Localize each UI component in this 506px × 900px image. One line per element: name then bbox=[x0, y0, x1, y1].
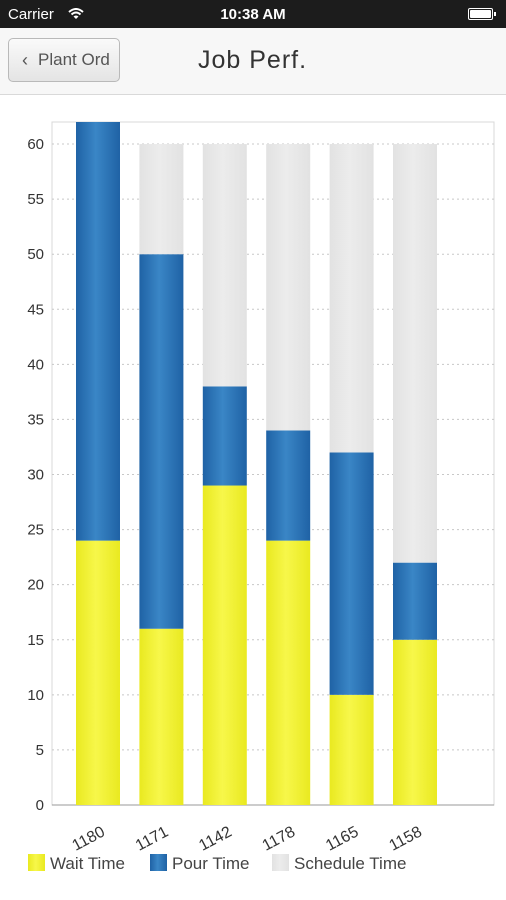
legend-swatch-wait-time bbox=[28, 854, 45, 871]
bar-pour-time-1165 bbox=[329, 452, 374, 695]
legend-label: Pour Time bbox=[172, 854, 249, 873]
x-tick-label: 1178 bbox=[260, 823, 298, 854]
x-tick-label: 1142 bbox=[196, 823, 234, 854]
bar-wait-time-1165 bbox=[329, 694, 374, 805]
x-tick-label: 1165 bbox=[323, 823, 361, 854]
bar-schedule-time-1171 bbox=[139, 144, 184, 255]
chevron-left-icon: ‹ bbox=[22, 50, 28, 70]
y-tick-label: 30 bbox=[27, 467, 44, 484]
bar-schedule-time-1165 bbox=[329, 144, 374, 453]
bar-wait-time-1142 bbox=[202, 485, 247, 805]
bar-wait-time-1178 bbox=[266, 540, 311, 805]
back-button[interactable]: ‹ Plant Ord bbox=[8, 38, 120, 82]
y-tick-label: 55 bbox=[27, 191, 44, 208]
bar-wait-time-1171 bbox=[139, 628, 184, 805]
battery-icon bbox=[468, 8, 498, 20]
back-button-label: Plant Ord bbox=[38, 50, 110, 69]
y-tick-label: 50 bbox=[27, 246, 44, 263]
x-tick-label: 1180 bbox=[70, 823, 108, 854]
x-tick-label: 1171 bbox=[133, 823, 171, 854]
y-tick-label: 25 bbox=[27, 522, 44, 539]
y-tick-label: 35 bbox=[27, 411, 44, 428]
legend-swatch-pour-time bbox=[150, 854, 167, 871]
wifi-icon bbox=[68, 8, 84, 19]
bar-schedule-time-1158 bbox=[393, 144, 437, 563]
bar-pour-time-1180 bbox=[76, 122, 120, 541]
y-tick-label: 10 bbox=[27, 687, 44, 704]
bar-schedule-time-1178 bbox=[266, 144, 311, 431]
y-tick-label: 20 bbox=[27, 577, 44, 594]
bar-schedule-time-1142 bbox=[202, 144, 247, 387]
y-tick-label: 5 bbox=[36, 742, 44, 759]
y-tick-label: 15 bbox=[27, 632, 44, 649]
y-tick-label: 0 bbox=[36, 797, 44, 814]
status-bar: Carrier 10:38 AM bbox=[0, 0, 506, 28]
y-tick-label: 40 bbox=[27, 356, 44, 373]
bar-pour-time-1178 bbox=[266, 430, 311, 541]
bar-pour-time-1158 bbox=[393, 562, 437, 640]
carrier-label: Carrier bbox=[8, 6, 54, 23]
status-time: 10:38 AM bbox=[220, 6, 286, 23]
page-title: Job Perf. bbox=[198, 46, 308, 74]
y-tick-label: 60 bbox=[27, 136, 44, 153]
legend-swatch-schedule-time bbox=[272, 854, 289, 871]
y-tick-label: 45 bbox=[27, 301, 44, 318]
bar-wait-time-1158 bbox=[393, 639, 437, 805]
bar-wait-time-1180 bbox=[76, 540, 120, 805]
bar-pour-time-1142 bbox=[202, 386, 247, 486]
x-tick-label: 1158 bbox=[387, 823, 425, 854]
navigation-bar: ‹ Plant Ord Job Perf. bbox=[0, 28, 506, 95]
stacked-bar-chart: 0 5 10 15 20 25 30 35 40 45 50 55 60 1180 1171 1142 1178… bbox=[27, 121, 495, 873]
bar-pour-time-1171 bbox=[139, 254, 184, 629]
legend-label: Wait Time bbox=[50, 854, 125, 873]
legend-label: Schedule Time bbox=[294, 854, 406, 873]
